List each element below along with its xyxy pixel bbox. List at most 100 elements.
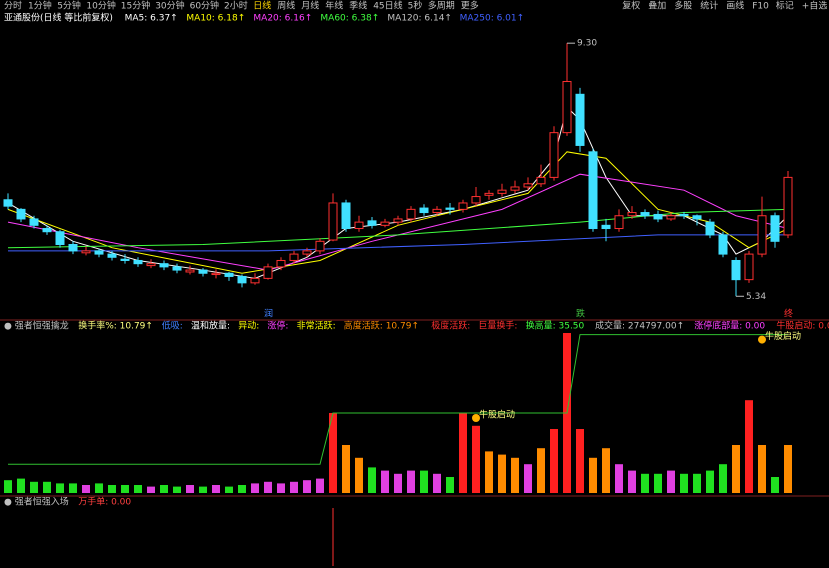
volume-bar xyxy=(537,448,545,493)
volume-bar xyxy=(212,485,220,493)
volume-bar xyxy=(498,454,506,493)
volume-bar xyxy=(43,481,51,493)
candle-body xyxy=(133,259,143,265)
toolbar-item[interactable]: 30分钟 xyxy=(155,0,184,12)
volume-bar xyxy=(602,448,610,493)
toolbar-button[interactable]: F10 xyxy=(752,2,769,12)
legend-item: 温和放量: xyxy=(191,320,230,332)
legend-item: ● 强者恒强擒龙 xyxy=(4,320,69,332)
ma-line xyxy=(7,173,789,271)
legend-item: MA20: 6.16↑ xyxy=(253,14,312,24)
volume-bar xyxy=(641,473,649,493)
candle-body xyxy=(393,218,403,223)
candle-body xyxy=(471,196,481,204)
candle-body xyxy=(42,228,52,233)
candle-body xyxy=(549,132,559,178)
candle-body xyxy=(536,176,546,185)
toolbar-button[interactable]: 多股 xyxy=(674,0,692,12)
signal-marker: 终 xyxy=(784,308,793,320)
legend-item: 换高量: 35.50 xyxy=(526,320,585,332)
volume-bar xyxy=(108,485,116,493)
volume-bar xyxy=(186,485,194,493)
price-label: 9.30 xyxy=(577,39,597,49)
candle-body xyxy=(354,221,364,230)
volume-bar xyxy=(355,457,363,493)
legend-item: MA120: 6.14↑ xyxy=(387,14,452,24)
signal-icon xyxy=(758,335,766,344)
candle-body xyxy=(679,213,689,217)
volume-bar xyxy=(95,483,103,493)
volume-bar xyxy=(706,470,714,493)
toolbar-item[interactable]: 季线 xyxy=(349,0,367,12)
signal-icon xyxy=(472,414,480,422)
volume-bar xyxy=(225,486,233,493)
volume-bar xyxy=(485,451,493,493)
toolbar-item[interactable]: 5秒 xyxy=(408,0,423,12)
toolbar-button[interactable]: 统计 xyxy=(700,0,718,12)
volume-bar xyxy=(576,429,584,493)
volume-bar xyxy=(199,486,207,493)
toolbar-button[interactable]: 标记 xyxy=(776,0,794,12)
volume-bar xyxy=(420,470,428,493)
volume-bar xyxy=(30,481,38,493)
volume-bar xyxy=(329,413,337,493)
toolbar-item[interactable]: 1分钟 xyxy=(28,0,52,12)
toolbar-item[interactable]: 月线 xyxy=(301,0,319,12)
volume-bar xyxy=(368,467,376,493)
volume-bar xyxy=(667,470,675,493)
candle-body xyxy=(185,269,195,273)
candle-body xyxy=(523,183,533,188)
volume-bar xyxy=(459,413,467,493)
toolbar-item[interactable]: 年线 xyxy=(325,0,343,12)
volume-bar xyxy=(524,464,532,493)
volume-bar xyxy=(680,473,688,493)
toolbar-item[interactable]: 日线 xyxy=(253,0,271,12)
candle-body xyxy=(380,221,390,226)
legend-item: 成交量: 274797.00↑ xyxy=(595,320,684,332)
candle-body xyxy=(328,202,338,241)
toolbar-button[interactable]: 复权 xyxy=(622,0,640,12)
volume-bar xyxy=(771,477,779,493)
candle-body xyxy=(315,240,325,252)
volume-bar xyxy=(654,473,662,493)
price-label: 5.34 xyxy=(746,292,766,302)
signal-annotation: 牛股启动 xyxy=(765,330,801,342)
toolbar-button[interactable]: +自选 xyxy=(802,0,828,12)
legend-item: 换手率%: 10.79↑ xyxy=(78,320,153,332)
toolbar-button[interactable]: 叠加 xyxy=(648,1,666,12)
legend-item: MA5: 6.37↑ xyxy=(125,14,178,24)
volume-bar xyxy=(264,481,272,493)
candle-body xyxy=(744,253,754,281)
toolbar-item[interactable]: 2小时 xyxy=(224,0,248,12)
candle-body xyxy=(666,215,676,220)
candle-body xyxy=(510,186,520,191)
candle-body xyxy=(601,224,611,230)
volume-bar xyxy=(745,400,753,493)
volume-bar xyxy=(511,457,519,493)
candle-body xyxy=(445,207,455,210)
toolbar-item[interactable]: 45日线 xyxy=(373,0,402,12)
signal-marker: 润 xyxy=(264,308,273,320)
candle-body xyxy=(770,215,780,242)
toolbar-item[interactable]: 多周期 xyxy=(428,0,455,12)
toolbar-item[interactable]: 60分钟 xyxy=(190,0,219,12)
legend-item: ● 强者恒强入场 xyxy=(4,496,69,508)
toolbar-item[interactable]: 更多 xyxy=(461,0,479,12)
candle-body xyxy=(55,231,65,246)
volume-bar xyxy=(173,486,181,493)
toolbar-item[interactable]: 10分钟 xyxy=(86,0,115,12)
legend-item: 牛股启动: 0.00 xyxy=(776,320,829,332)
candle-body xyxy=(406,208,416,220)
volume-bar xyxy=(316,478,324,493)
volume-bar xyxy=(394,473,402,493)
toolbar-button[interactable]: 画线 xyxy=(726,0,744,12)
toolbar-item[interactable]: 分时 xyxy=(4,0,22,12)
toolbar-item[interactable]: 周线 xyxy=(277,0,295,12)
legend-item: 极度活跃: xyxy=(431,320,470,332)
toolbar-item[interactable]: 5分钟 xyxy=(57,0,81,12)
volume-bar xyxy=(277,483,285,493)
candle-body xyxy=(172,266,182,271)
legend-item: 高度活跃: 10.79↑ xyxy=(344,320,419,332)
toolbar-item[interactable]: 15分钟 xyxy=(121,0,150,12)
